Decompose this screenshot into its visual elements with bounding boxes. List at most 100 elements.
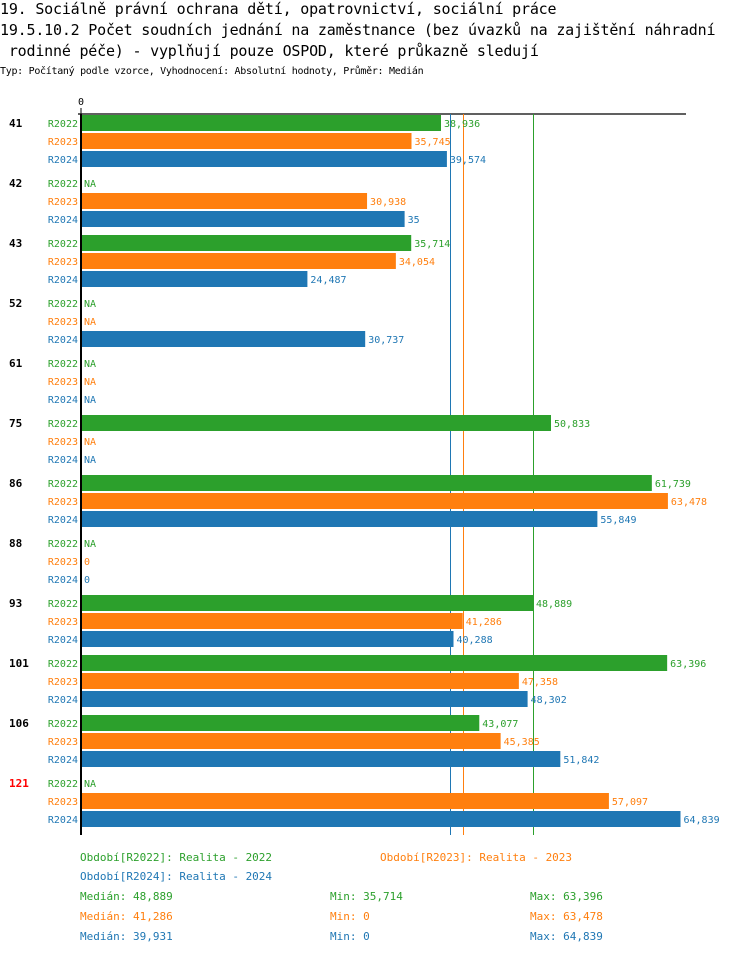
bar bbox=[81, 115, 442, 131]
category-label: 75 bbox=[9, 417, 22, 430]
data-label: 38,936 bbox=[444, 119, 480, 130]
series-row-label: R2024 bbox=[48, 755, 78, 766]
series-row-label: R2022 bbox=[48, 479, 78, 490]
bar bbox=[81, 811, 681, 827]
legend-r2024: Období[R2024]: Realita - 2024 bbox=[80, 870, 273, 883]
bar bbox=[81, 493, 668, 509]
data-label: 30,737 bbox=[368, 335, 404, 346]
series-row-label: R2024 bbox=[48, 215, 78, 226]
series-row-label: R2024 bbox=[48, 575, 78, 586]
bar bbox=[81, 691, 528, 707]
bar bbox=[81, 631, 454, 647]
stat-min-r2023: Min: 0 bbox=[330, 910, 370, 923]
data-label: 0 bbox=[84, 557, 90, 568]
stat-max-r2024: Max: 64,839 bbox=[530, 930, 603, 943]
category-label: 86 bbox=[9, 477, 23, 490]
bar bbox=[81, 235, 412, 251]
data-label: 30,938 bbox=[370, 197, 406, 208]
bar bbox=[81, 475, 652, 491]
series-row-label: R2022 bbox=[48, 779, 78, 790]
series-row-label: R2022 bbox=[48, 239, 78, 250]
series-row-label: R2024 bbox=[48, 635, 78, 646]
bar bbox=[81, 673, 519, 689]
series-row-label: R2022 bbox=[48, 659, 78, 670]
series-row-label: R2024 bbox=[48, 515, 78, 526]
data-label: NA bbox=[84, 377, 96, 388]
data-label: 61,739 bbox=[655, 479, 691, 490]
data-label: 43,077 bbox=[482, 719, 518, 730]
data-label: NA bbox=[84, 539, 96, 550]
chart-title-line1: 19. Sociálně právní ochrana dětí, opatro… bbox=[0, 0, 557, 18]
data-label: 24,487 bbox=[310, 275, 346, 286]
bar bbox=[81, 415, 552, 431]
bar bbox=[81, 133, 412, 149]
series-row-label: R2023 bbox=[48, 257, 78, 268]
data-label: 50,833 bbox=[554, 419, 590, 430]
chart-subtitle: Typ: Počítaný podle vzorce, Vyhodnocení:… bbox=[0, 66, 424, 77]
bar bbox=[81, 511, 598, 527]
category-label: 41 bbox=[9, 117, 23, 130]
data-label: NA bbox=[84, 779, 96, 790]
data-label: 45,385 bbox=[504, 737, 540, 748]
bar bbox=[81, 253, 396, 269]
bar bbox=[81, 733, 501, 749]
data-label: NA bbox=[84, 395, 96, 406]
data-label: 48,889 bbox=[536, 599, 572, 610]
data-label: 51,842 bbox=[563, 755, 599, 766]
bar bbox=[81, 211, 405, 227]
data-label: 55,849 bbox=[600, 515, 636, 526]
series-row-label: R2024 bbox=[48, 455, 78, 466]
series-row-label: R2023 bbox=[48, 557, 78, 568]
data-label: 41,286 bbox=[466, 617, 502, 628]
data-label: 63,478 bbox=[671, 497, 707, 508]
stat-median-r2022: Medián: 48,889 bbox=[80, 890, 173, 903]
series-row-label: R2022 bbox=[48, 599, 78, 610]
bar bbox=[81, 793, 609, 809]
series-row-label: R2023 bbox=[48, 677, 78, 688]
data-label: 35,745 bbox=[414, 137, 450, 148]
series-row-label: R2022 bbox=[48, 419, 78, 430]
data-label: 48,302 bbox=[531, 695, 567, 706]
bar bbox=[81, 655, 668, 671]
data-label: NA bbox=[84, 359, 96, 370]
category-label: 88 bbox=[9, 537, 22, 550]
legend-r2023: Období[R2023]: Realita - 2023 bbox=[380, 851, 573, 864]
bar bbox=[81, 151, 447, 167]
category-label: 106 bbox=[9, 717, 29, 730]
data-label: 47,358 bbox=[522, 677, 558, 688]
series-row-label: R2024 bbox=[48, 155, 78, 166]
category-label: 43 bbox=[9, 237, 22, 250]
legend-r2022: Období[R2022]: Realita - 2022 bbox=[80, 851, 273, 864]
series-row-label: R2023 bbox=[48, 797, 78, 808]
stat-median-r2023: Medián: 41,286 bbox=[80, 910, 173, 923]
category-label: 52 bbox=[9, 297, 22, 310]
series-row-label: R2023 bbox=[48, 377, 78, 388]
chart-title-line3: rodinné péče) - vyplňují pouze OSPOD, kt… bbox=[0, 42, 539, 60]
bar bbox=[81, 271, 308, 287]
series-row-label: R2022 bbox=[48, 539, 78, 550]
category-label: 101 bbox=[9, 657, 29, 670]
series-row-label: R2024 bbox=[48, 695, 78, 706]
series-row-label: R2024 bbox=[48, 275, 78, 286]
data-label: 39,574 bbox=[450, 155, 486, 166]
chart-title-line2: 19.5.10.2 Počet soudních jednání na zamě… bbox=[0, 21, 716, 39]
bar bbox=[81, 193, 368, 209]
series-row-label: R2023 bbox=[48, 137, 78, 148]
series-row-label: R2022 bbox=[48, 719, 78, 730]
data-label: 40,288 bbox=[457, 635, 493, 646]
series-row-label: R2024 bbox=[48, 815, 78, 826]
series-row-label: R2022 bbox=[48, 179, 78, 190]
bar bbox=[81, 595, 534, 611]
data-label: 0 bbox=[84, 575, 90, 586]
series-row-label: R2023 bbox=[48, 497, 78, 508]
data-label: 34,054 bbox=[399, 257, 435, 268]
category-label: 42 bbox=[9, 177, 22, 190]
bar bbox=[81, 331, 366, 347]
data-label: NA bbox=[84, 317, 96, 328]
data-label: 57,097 bbox=[612, 797, 648, 808]
stat-min-r2022: Min: 35,714 bbox=[330, 890, 403, 903]
data-label: 64,839 bbox=[684, 815, 720, 826]
data-label: 35,714 bbox=[414, 239, 450, 250]
series-row-label: R2022 bbox=[48, 119, 78, 130]
